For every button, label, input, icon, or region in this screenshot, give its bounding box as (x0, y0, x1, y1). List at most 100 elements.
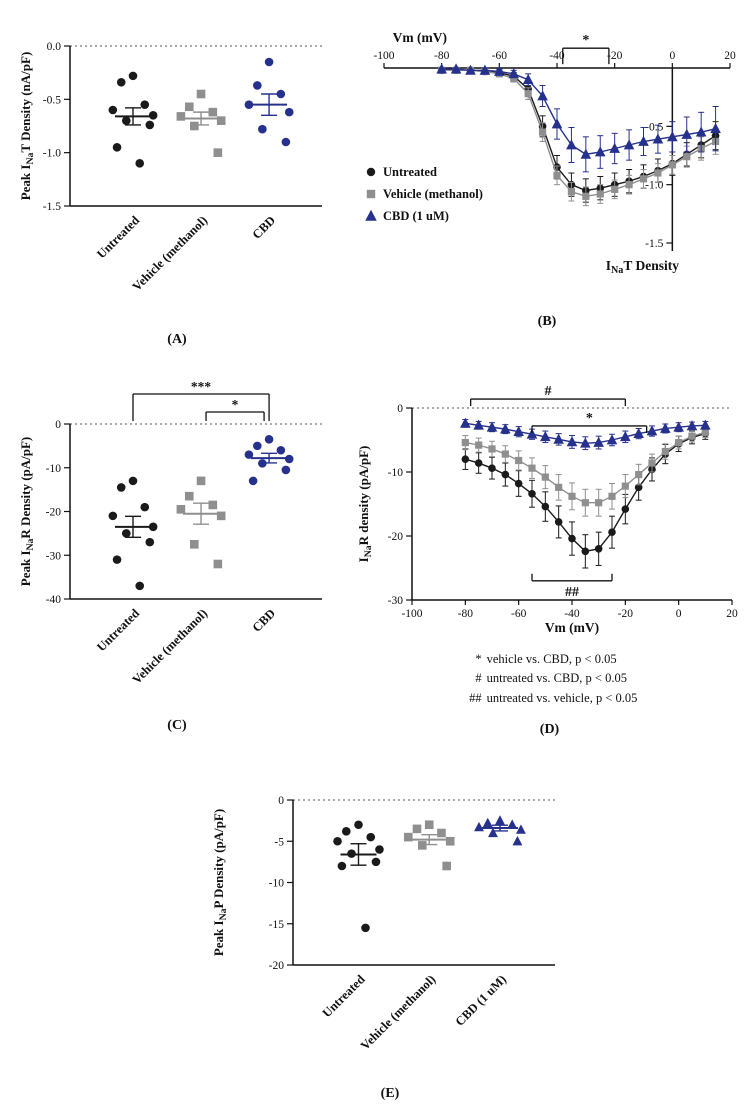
svg-text:Untreated: Untreated (94, 213, 142, 261)
svg-text:CBD (1 uM): CBD (1 uM) (453, 972, 510, 1029)
svg-text:-15: -15 (269, 919, 285, 931)
svg-text:-1.5: -1.5 (645, 238, 663, 250)
svg-text:-30: -30 (46, 550, 62, 562)
svg-text:-1.0: -1.0 (645, 180, 663, 192)
group-cbd-1-um- (474, 815, 526, 846)
svg-text:-10: -10 (46, 463, 62, 475)
svg-text:20: 20 (724, 50, 736, 62)
footnote-line-hash: # untreated vs. CBD, p < 0.05 (462, 669, 638, 688)
svg-text:Vehicle (methanol): Vehicle (methanol) (383, 187, 483, 201)
group-vehicle-methanol- (176, 476, 226, 569)
panel-d-chart: -100 -80 -60 -40 -20 0 20 0 -10 -20 -30 Vm (mV) INaR… (356, 384, 738, 635)
svg-text:-0.5: -0.5 (645, 121, 663, 133)
series-untreated (437, 66, 720, 203)
panel-c-chart: 0 -10 -20 -30 -40 Peak INaR Density (pA/pF) Un… (18, 379, 322, 687)
svg-text:INaR density (pA/pF): INaR density (pA/pF) (356, 446, 374, 563)
svg-text:0: 0 (669, 50, 675, 62)
panel-d-footnotes: * vehicle vs. CBD, p < 0.05 # untreated … (352, 650, 747, 708)
group-untreated (108, 71, 158, 168)
group-untreated (333, 820, 384, 933)
series-cbd-1-um- (460, 417, 711, 451)
svg-text:-10: -10 (269, 878, 285, 890)
panel-c: 0 -10 -20 -30 -40 Peak INaR Density (pA/pF) Un… (12, 368, 342, 734)
panel-a: 0.0 -0.5 -1.0 -1.5 Peak INaT Density (nA/pF)… (12, 8, 342, 348)
panel-b: -100 -80 -60 -40 -20 0 20 -0.5 -1.0 -1.5 Vm (mV) IN… (352, 22, 742, 330)
svg-text:-0.5: -0.5 (43, 94, 61, 106)
footnote-symbol: ## (469, 690, 482, 705)
svg-text:Vehicle (methanol): Vehicle (methanol) (358, 972, 439, 1053)
svg-text:Vm (mV): Vm (mV) (393, 30, 447, 45)
svg-text:-20: -20 (269, 960, 285, 972)
svg-text:0: 0 (278, 795, 284, 807)
svg-text:-40: -40 (549, 50, 565, 62)
series-vehicle-methanol- (461, 426, 709, 517)
svg-text:Vehicle (methanol): Vehicle (methanol) (130, 213, 211, 294)
panel-a-chart: 0.0 -0.5 -1.0 -1.5 Peak INaT Density (nA/pF)… (18, 41, 322, 294)
svg-text:*: * (582, 33, 589, 48)
svg-text:-40: -40 (46, 594, 62, 606)
svg-text:Untreated: Untreated (383, 165, 437, 179)
svg-text:0.0: 0.0 (47, 41, 62, 53)
group-vehicle-methanol- (403, 820, 455, 871)
svg-text:Vm (mV): Vm (mV) (545, 620, 599, 635)
footnote-line-asterisk: * vehicle vs. CBD, p < 0.05 (462, 650, 638, 669)
svg-text:CBD: CBD (250, 606, 279, 635)
svg-text:20: 20 (726, 608, 738, 620)
svg-text:*: * (232, 397, 239, 412)
footnote-text: vehicle vs. CBD, p < 0.05 (486, 652, 617, 666)
svg-text:-1.0: -1.0 (43, 148, 61, 160)
panel-b-chart: -100 -80 -60 -40 -20 0 20 -0.5 -1.0 -1.5 Vm (mV) IN… (365, 30, 736, 276)
svg-text:-60: -60 (492, 50, 508, 62)
svg-text:Peak INaT Density (nA/pF): Peak INaT Density (nA/pF) (18, 52, 36, 201)
panel-d: -100 -80 -60 -40 -20 0 20 0 -10 -20 -30 Vm (mV) INaR… (352, 362, 747, 738)
svg-text:-5: -5 (274, 836, 284, 848)
svg-text:-20: -20 (618, 608, 634, 620)
svg-text:-30: -30 (388, 595, 404, 607)
svg-text:##: ## (565, 585, 579, 600)
svg-text:-10: -10 (388, 467, 404, 479)
footnote-block: * vehicle vs. CBD, p < 0.05 # untreated … (462, 650, 638, 708)
svg-text:INaT Density: INaT Density (606, 258, 680, 276)
svg-text:0: 0 (55, 419, 61, 431)
group-cbd (244, 435, 294, 486)
svg-text:-20: -20 (388, 531, 404, 543)
footnote-text: untreated vs. vehicle, p < 0.05 (486, 690, 638, 705)
svg-text:-20: -20 (46, 507, 62, 519)
svg-text:Untreated: Untreated (94, 606, 142, 654)
svg-text:0: 0 (676, 608, 682, 620)
svg-text:*: * (586, 411, 593, 426)
panel-e-caption: (E) (380, 1086, 400, 1101)
panel-b-caption: (B) (537, 314, 557, 329)
svg-text:Vehicle (methanol): Vehicle (methanol) (130, 606, 211, 687)
svg-text:Peak INaR Density (pA/pF): Peak INaR Density (pA/pF) (18, 437, 36, 587)
footnote-symbol: # (475, 671, 482, 686)
svg-text:-20: -20 (607, 50, 623, 62)
svg-text:CBD (1 uM): CBD (1 uM) (383, 209, 449, 223)
footnote-line-double-hash: ## untreated vs. vehicle, p < 0.05 (462, 689, 638, 708)
svg-text:CBD: CBD (250, 213, 279, 242)
svg-text:-100: -100 (373, 50, 394, 62)
svg-text:-40: -40 (564, 608, 580, 620)
svg-text:-60: -60 (511, 608, 527, 620)
group-untreated (108, 476, 158, 591)
svg-text:Peak INaP Density (pA/pF): Peak INaP Density (pA/pF) (211, 809, 229, 956)
group-cbd (244, 57, 294, 147)
svg-text:#: # (545, 384, 552, 399)
svg-text:-1.5: -1.5 (43, 201, 61, 213)
svg-text:0: 0 (397, 403, 403, 415)
series-cbd-1-um- (436, 63, 721, 173)
footnote-symbol: * (475, 652, 482, 666)
panel-a-caption: (A) (167, 332, 187, 347)
svg-text:***: *** (191, 379, 212, 394)
svg-text:Untreated: Untreated (320, 972, 368, 1020)
panel-d-caption: (D) (539, 722, 560, 738)
panel-e-chart: 0 -5 -10 -15 -20 Peak INaP Density (pA/pF) Unt… (211, 795, 555, 1053)
panel-e: 0 -5 -10 -15 -20 Peak INaP Density (pA/pF) Unt… (205, 772, 575, 1102)
svg-text:-100: -100 (401, 608, 422, 620)
legend: Untreated Vehicle (methanol) CBD (1 uM) (365, 165, 483, 223)
group-vehicle-methanol- (176, 89, 226, 157)
panel-c-caption: (C) (167, 718, 187, 733)
svg-text:-80: -80 (458, 608, 474, 620)
svg-text:-80: -80 (434, 50, 450, 62)
